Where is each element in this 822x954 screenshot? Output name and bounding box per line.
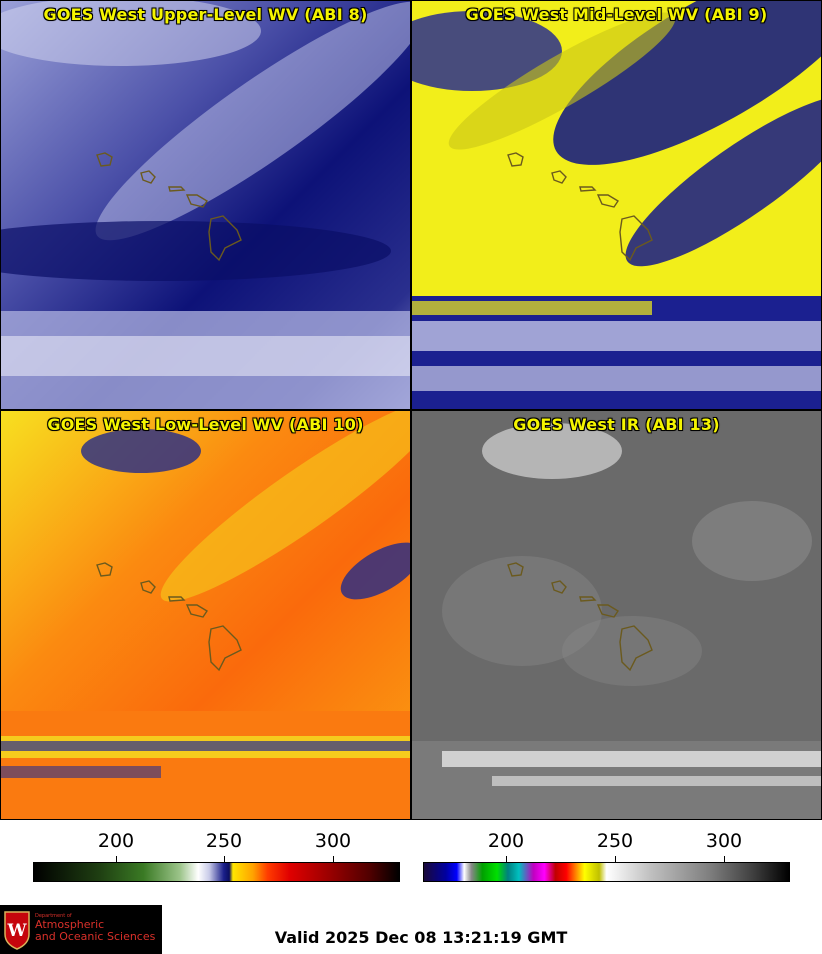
university-seal-icon: W bbox=[4, 911, 30, 950]
hawaii-coastline bbox=[96, 562, 242, 672]
wv-colorbar-tick: 300 bbox=[314, 830, 352, 852]
wv-colorbar-tick: 200 bbox=[97, 830, 135, 852]
panel-title: GOES West Low-Level WV (ABI 10) bbox=[47, 415, 364, 434]
logo-name-line2: and Oceanic Sciences bbox=[35, 930, 156, 943]
mid-level-wv-panel: GOES West Mid-Level WV (ABI 9) bbox=[411, 0, 822, 410]
wv-colorbar-tickmark bbox=[116, 856, 117, 862]
upper-level-wv-image bbox=[1, 1, 410, 409]
ir-colorbar-tickmark bbox=[506, 856, 507, 862]
aos-logo: W Department of Atmospheric and Oceanic … bbox=[0, 905, 162, 954]
ir-colorbar: 200 250 300 bbox=[411, 822, 822, 892]
logo-name-line1: Atmospheric bbox=[35, 918, 105, 931]
upper-level-wv-panel: GOES West Upper-Level WV (ABI 8) bbox=[0, 0, 411, 410]
low-level-wv-panel: GOES West Low-Level WV (ABI 10) bbox=[0, 410, 411, 820]
ir-image bbox=[412, 411, 821, 819]
wv-colorbar-tick: 250 bbox=[205, 830, 243, 852]
ir-colorbar-tick: 250 bbox=[596, 830, 634, 852]
wv-colorbar-gradient bbox=[33, 862, 400, 882]
panel-title: GOES West Mid-Level WV (ABI 9) bbox=[465, 5, 768, 24]
ir-colorbar-tickmark bbox=[615, 856, 616, 862]
wv-colorbar: 200 250 300 bbox=[0, 822, 411, 892]
mid-level-wv-image bbox=[412, 1, 821, 409]
wv-colorbar-tickmark bbox=[224, 856, 225, 862]
svg-text:W: W bbox=[6, 921, 27, 941]
low-level-wv-image bbox=[1, 411, 410, 819]
panel-title: GOES West IR (ABI 13) bbox=[513, 415, 720, 434]
hawaii-coastline bbox=[507, 152, 653, 262]
hawaii-coastline bbox=[507, 562, 653, 672]
hawaii-coastline bbox=[96, 152, 242, 262]
panel-title: GOES West Upper-Level WV (ABI 8) bbox=[43, 5, 368, 24]
ir-colorbar-tick: 300 bbox=[705, 830, 743, 852]
ir-colorbar-gradient bbox=[423, 862, 790, 882]
wv-colorbar-tickmark bbox=[333, 856, 334, 862]
ir-colorbar-tickmark bbox=[724, 856, 725, 862]
ir-colorbar-tick: 200 bbox=[487, 830, 525, 852]
valid-time: Valid 2025 Dec 08 13:21:19 GMT bbox=[274, 928, 568, 947]
logo-department: Department of bbox=[35, 913, 72, 919]
logo-name: Atmospheric and Oceanic Sciences bbox=[35, 919, 155, 943]
ir-panel: GOES West IR (ABI 13) bbox=[411, 410, 822, 820]
